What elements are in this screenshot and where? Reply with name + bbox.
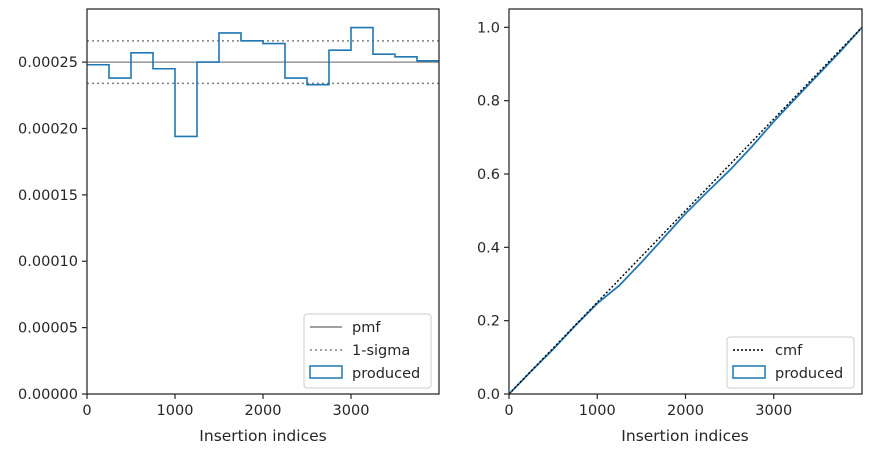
cumulative-y-tick-label: 0.8: [477, 94, 500, 110]
histogram-x-tick-label: 3000: [333, 403, 370, 419]
cumulative-y-tick-label: 0.0: [477, 387, 500, 403]
legend-cmf-label: cmf: [775, 343, 803, 359]
cumulative-legend: cmf produced: [726, 336, 855, 389]
histogram-y-tick-label: 0.00020: [18, 121, 78, 137]
cumulative-plot-area: [508, 26, 863, 395]
cumulative-panel: 0 1000 2000 3000 0.0 0.2 0.4 0.6 0.8 1.0 Inserti…: [477, 8, 863, 445]
histogram-x-tick-label: 2000: [245, 403, 282, 419]
legend-1-sigma-label: 1-sigma: [352, 343, 410, 359]
cumulative-y-tick-label: 0.2: [477, 314, 500, 330]
histogram-y-tick-label: 0.00010: [18, 254, 78, 270]
legend-pmf-label: pmf: [352, 320, 381, 336]
histogram-legend-box: [303, 313, 432, 389]
cumulative-x-tick-label: 2000: [667, 403, 704, 419]
histogram-y-tick-label: 0.00000: [18, 387, 78, 403]
legend-produced-swatch-right: [732, 365, 766, 379]
cumulative-y-tick-label: 0.4: [477, 240, 500, 256]
histogram-y-tick-label: 0.00005: [18, 321, 78, 337]
cmf-line: [508, 26, 863, 395]
histogram-x-axis-label: Insertion indices: [199, 427, 326, 445]
legend-produced-label-right: produced: [775, 366, 843, 382]
legend-produced-label: produced: [352, 366, 420, 382]
produced-histogram-step: [87, 26, 439, 138]
cumulative-y-ticks: 0.0 0.2 0.4 0.6 0.8 1.0: [477, 20, 509, 403]
histogram-y-ticks: 0.00000 0.00005 0.00010 0.00015 0.00020 0.000…: [18, 55, 87, 403]
histogram-x-ticks: 0 1000 2000 3000: [82, 394, 369, 419]
cumulative-x-axis-label: Insertion indices: [621, 427, 748, 445]
cumulative-y-tick-label: 1.0: [477, 20, 500, 36]
cumulative-x-tick-label: 3000: [755, 403, 792, 419]
histogram-legend: pmf 1-sigma produced: [303, 313, 432, 389]
histogram-panel: 0 1000 2000 3000 0.000000.000050.000100.000…: [18, 8, 440, 445]
cumulative-x-tick-label: 0: [504, 403, 513, 419]
histogram-y-tick-label: 0.00015: [18, 188, 78, 204]
histogram-x-tick-label: 1000: [157, 403, 194, 419]
legend-produced-swatch: [309, 365, 343, 379]
cumulative-x-ticks: 0 1000 2000 3000: [504, 394, 792, 419]
histogram-plot-area: [87, 26, 439, 138]
cumulative-x-tick-label: 1000: [579, 403, 616, 419]
histogram-y-tick-label: 0.00025: [18, 55, 78, 71]
histogram-x-tick-label: 0: [82, 403, 91, 419]
cumulative-y-tick-label: 0.6: [477, 167, 500, 183]
